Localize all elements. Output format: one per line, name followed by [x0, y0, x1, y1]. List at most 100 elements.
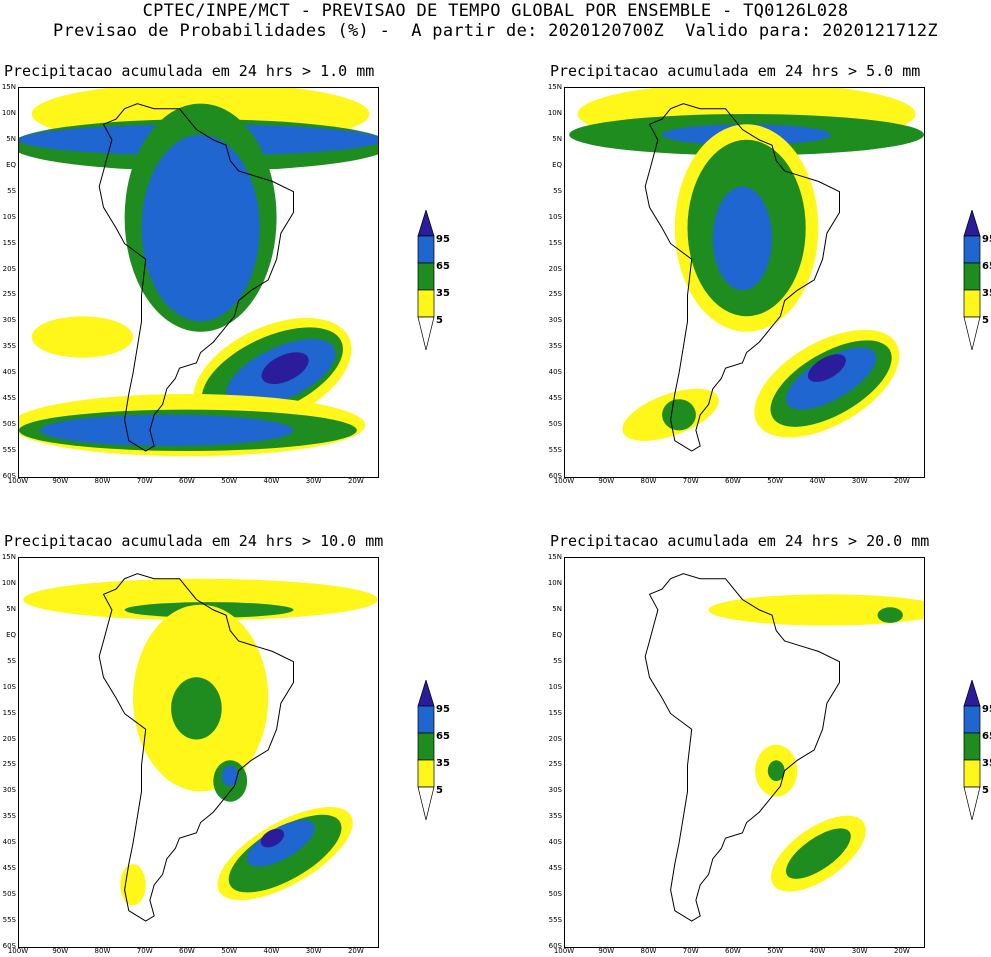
lon-tick-label: 20W [893, 477, 910, 485]
lat-tick-label: 5S [553, 656, 562, 665]
lat-tick-label: 60S [2, 942, 16, 950]
lat-tick-label: 25S [548, 290, 562, 299]
lat-tick-label: 35S [548, 812, 562, 821]
colorbar-level-label: 5 [436, 315, 443, 326]
lat-tick-label: 25S [2, 290, 16, 299]
lat-tick-label: 15S [548, 238, 562, 247]
lat-tick-label: 20S [548, 734, 562, 743]
lon-tick-label: 100W [553, 947, 575, 955]
lat-tick-label: 60S [2, 472, 16, 480]
lat-tick-label: 45S [2, 864, 16, 873]
lon-tick-label: 80W [94, 477, 111, 485]
lon-tick-label: 80W [94, 947, 111, 955]
colorbar-level-label: 65 [982, 261, 991, 272]
probability-map [564, 557, 925, 948]
lat-tick-label: 20S [548, 264, 562, 273]
lon-tick-label: 30W [305, 477, 322, 485]
lat-tick-label: 25S [2, 760, 16, 769]
lat-tick-label: 50S [2, 420, 16, 429]
lon-tick-label: 30W [305, 947, 322, 955]
lon-tick-label: 20W [893, 947, 910, 955]
lon-tick-label: 60W [725, 477, 741, 485]
lon-tick-label: 80W [640, 477, 657, 485]
lon-tick-label: 50W [221, 947, 238, 955]
lon-tick-label: 70W [682, 947, 699, 955]
lat-tick-label: 15N [547, 83, 562, 91]
lat-tick-label: 50S [548, 420, 562, 429]
colorbar: 95 65 35 5 [962, 210, 991, 350]
lat-tick-label: 35S [2, 812, 16, 821]
colorbar-level-label: 5 [436, 785, 443, 796]
lat-tick-label: 20S [2, 734, 16, 743]
lat-tick-label: 15S [2, 708, 16, 717]
colorbar-level-label: 35 [436, 288, 450, 299]
lat-tick-label: 30S [548, 786, 562, 795]
lat-tick-label: 5S [7, 656, 16, 665]
lat-tick-label: 40S [2, 838, 16, 847]
colorbar-level-label: 95 [436, 704, 450, 715]
lon-tick-label: 80W [640, 947, 657, 955]
lat-tick-label: EQ [552, 160, 562, 169]
lat-tick-label: 15N [1, 553, 16, 561]
probability-map [18, 87, 379, 478]
lat-tick-label: 45S [2, 394, 16, 403]
lat-tick-label: EQ [6, 630, 16, 639]
colorbar-level-label: 65 [436, 731, 450, 742]
lat-tick-label: 15S [548, 708, 562, 717]
lat-tick-label: 25S [548, 760, 562, 769]
lat-tick-label: 30S [2, 316, 16, 325]
lon-tick-label: 100W [7, 947, 29, 955]
lat-tick-label: 10N [547, 108, 562, 117]
lat-tick-label: EQ [552, 630, 562, 639]
lon-tick-label: 60W [725, 947, 741, 955]
lat-tick-label: 10S [548, 212, 562, 221]
lon-tick-label: 90W [598, 477, 615, 485]
lat-tick-label: 10S [2, 682, 16, 691]
colorbar-level-label: 95 [982, 234, 991, 245]
lon-tick-label: 60W [179, 477, 195, 485]
lon-tick-label: 70W [136, 947, 153, 955]
panel-title: Precipitacao acumulada em 24 hrs > 10.0 … [4, 532, 384, 550]
colorbar-level-label: 35 [436, 758, 450, 769]
lat-tick-label: 50S [2, 890, 16, 899]
lat-tick-label: 15S [2, 238, 16, 247]
lon-tick-label: 40W [263, 477, 280, 485]
lon-tick-label: 40W [809, 947, 826, 955]
probability-map [18, 557, 379, 948]
colorbar: 95 65 35 5 [416, 680, 466, 820]
lat-tick-label: 55S [2, 446, 16, 455]
colorbar-level-label: 35 [982, 758, 991, 769]
lat-tick-label: EQ [6, 160, 16, 169]
lat-tick-label: 35S [2, 342, 16, 351]
lon-tick-label: 100W [7, 477, 29, 485]
lon-tick-label: 40W [263, 947, 280, 955]
lon-tick-label: 100W [553, 477, 575, 485]
lon-tick-label: 50W [767, 947, 784, 955]
colorbar-level-label: 5 [982, 785, 989, 796]
lat-tick-label: 55S [548, 446, 562, 455]
lon-tick-label: 50W [221, 477, 238, 485]
lat-tick-label: 10S [2, 212, 16, 221]
lon-tick-label: 60W [179, 947, 195, 955]
lat-tick-label: 15N [547, 553, 562, 561]
lon-tick-label: 30W [851, 477, 868, 485]
lat-tick-label: 5N [6, 604, 16, 613]
lon-tick-label: 90W [52, 477, 69, 485]
lat-tick-label: 5S [553, 186, 562, 195]
colorbar: 95 65 35 5 [962, 680, 991, 820]
lon-tick-label: 90W [598, 947, 615, 955]
lon-tick-label: 50W [767, 477, 784, 485]
title-line-1: CPTEC/INPE/MCT - PREVISAO DE TEMPO GLOBA… [142, 1, 849, 21]
lat-tick-label: 40S [548, 838, 562, 847]
lon-tick-label: 90W [52, 947, 69, 955]
lat-tick-label: 10N [547, 578, 562, 587]
lat-tick-label: 20S [2, 264, 16, 273]
lat-tick-label: 35S [548, 342, 562, 351]
lat-tick-label: 30S [2, 786, 16, 795]
lat-tick-label: 5N [552, 604, 562, 613]
probability-map [564, 87, 925, 478]
panel-title: Precipitacao acumulada em 24 hrs > 5.0 m… [550, 62, 921, 80]
panel-title: Precipitacao acumulada em 24 hrs > 1.0 m… [4, 62, 375, 80]
lat-tick-label: 60S [548, 942, 562, 950]
lat-tick-label: 40S [2, 368, 16, 377]
